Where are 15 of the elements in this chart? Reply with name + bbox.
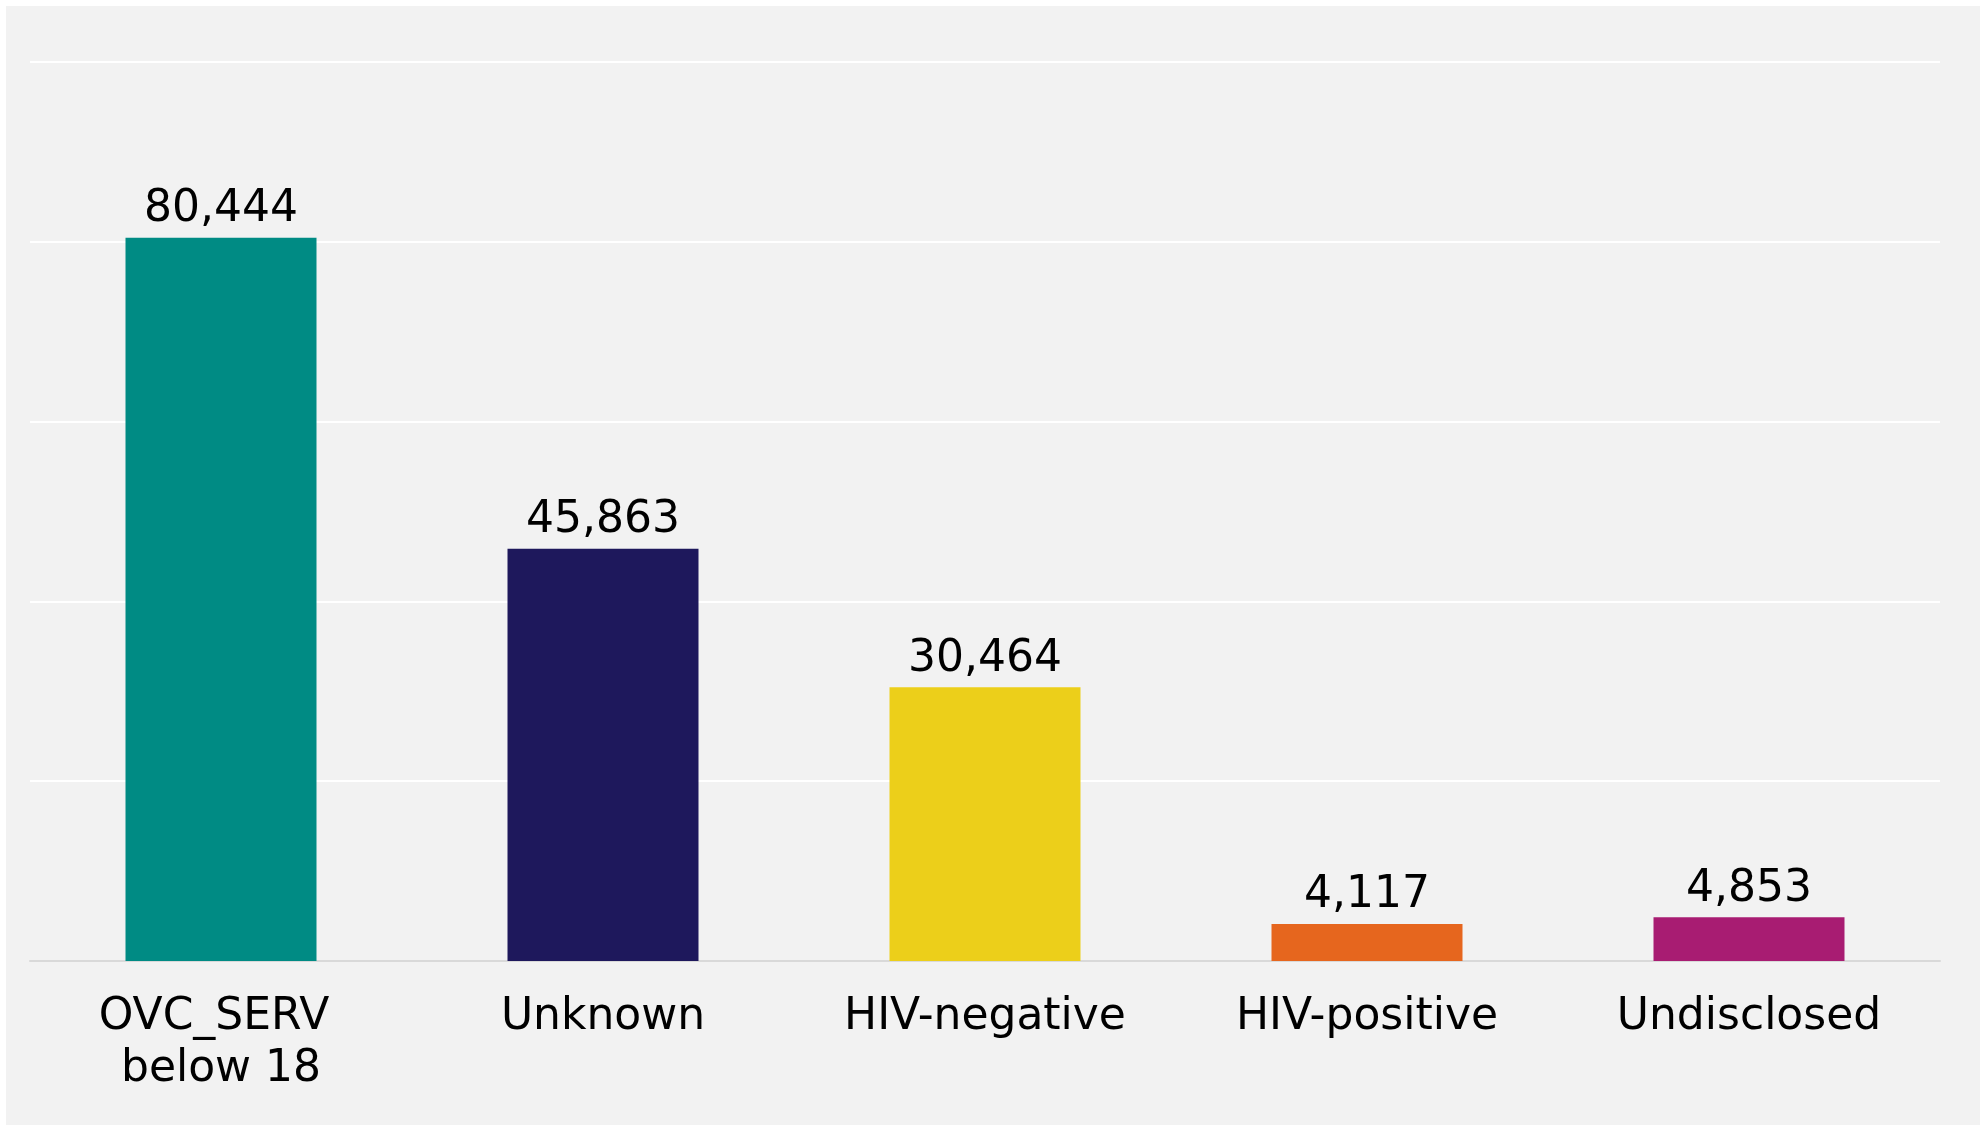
data-label: 4,117 bbox=[1304, 866, 1430, 918]
data-label: 30,464 bbox=[908, 629, 1062, 681]
data-label: 45,863 bbox=[526, 491, 680, 543]
data-label: 80,444 bbox=[144, 180, 298, 232]
data-label: 4,853 bbox=[1686, 859, 1812, 911]
x-tick-label: Undisclosed bbox=[1616, 987, 1882, 1039]
bar bbox=[889, 687, 1081, 961]
bar bbox=[125, 237, 317, 961]
x-tick-label: HIV-negative bbox=[844, 987, 1126, 1039]
x-tick-label: Unknown bbox=[500, 987, 706, 1039]
bar bbox=[507, 548, 699, 961]
x-tick-label: HIV-positive bbox=[1235, 987, 1499, 1039]
bar bbox=[1653, 917, 1845, 961]
x-tick-label: OVC_SERV below 18 bbox=[98, 987, 344, 1091]
bar bbox=[1271, 923, 1463, 961]
